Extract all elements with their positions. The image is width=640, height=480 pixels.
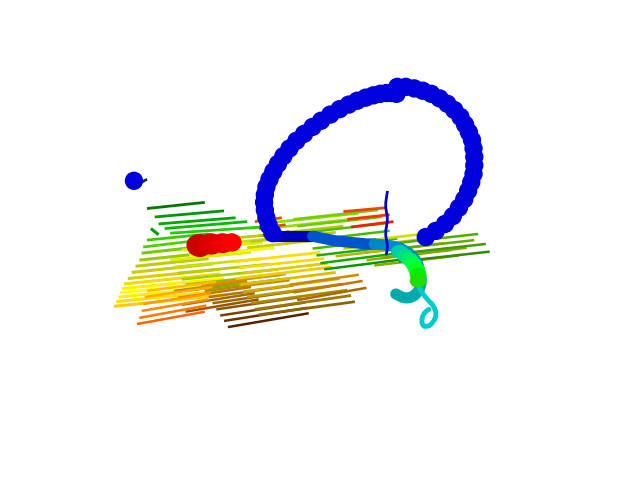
- Circle shape: [357, 89, 374, 106]
- Circle shape: [257, 186, 273, 203]
- Circle shape: [340, 96, 357, 113]
- Circle shape: [269, 156, 287, 172]
- Circle shape: [414, 82, 431, 99]
- Circle shape: [372, 85, 389, 102]
- Ellipse shape: [392, 245, 407, 258]
- Circle shape: [466, 157, 483, 174]
- Circle shape: [428, 222, 444, 240]
- Circle shape: [312, 112, 330, 129]
- Circle shape: [296, 125, 312, 142]
- Circle shape: [260, 217, 277, 234]
- Circle shape: [397, 78, 414, 96]
- Ellipse shape: [397, 249, 413, 262]
- Circle shape: [275, 148, 292, 165]
- Circle shape: [349, 92, 365, 109]
- Circle shape: [261, 171, 278, 188]
- Circle shape: [465, 166, 482, 182]
- Circle shape: [460, 182, 477, 199]
- Circle shape: [258, 209, 275, 226]
- Ellipse shape: [410, 269, 426, 281]
- Circle shape: [378, 84, 395, 101]
- Circle shape: [365, 87, 382, 104]
- Circle shape: [331, 101, 348, 118]
- Circle shape: [257, 202, 273, 218]
- Circle shape: [304, 119, 321, 135]
- Circle shape: [439, 96, 456, 112]
- Circle shape: [456, 116, 474, 133]
- Circle shape: [281, 140, 298, 157]
- Circle shape: [422, 85, 440, 102]
- Ellipse shape: [410, 275, 426, 287]
- Circle shape: [444, 208, 461, 225]
- Circle shape: [125, 172, 143, 189]
- Circle shape: [265, 163, 282, 180]
- Ellipse shape: [223, 234, 241, 251]
- Circle shape: [417, 228, 435, 245]
- Circle shape: [255, 194, 273, 211]
- Circle shape: [436, 216, 454, 232]
- Circle shape: [389, 78, 406, 96]
- Circle shape: [383, 84, 401, 101]
- Circle shape: [258, 179, 275, 195]
- Circle shape: [322, 106, 339, 123]
- Ellipse shape: [406, 258, 421, 270]
- Circle shape: [388, 85, 405, 102]
- Circle shape: [264, 225, 281, 241]
- Circle shape: [288, 132, 305, 149]
- Ellipse shape: [200, 234, 223, 254]
- Ellipse shape: [409, 263, 424, 276]
- Circle shape: [466, 148, 483, 166]
- Circle shape: [446, 101, 463, 119]
- Ellipse shape: [212, 234, 233, 252]
- Circle shape: [431, 90, 448, 107]
- Circle shape: [463, 174, 480, 191]
- Ellipse shape: [402, 253, 417, 265]
- Circle shape: [463, 132, 481, 148]
- Circle shape: [456, 191, 473, 208]
- Circle shape: [465, 140, 482, 157]
- Circle shape: [451, 199, 467, 216]
- Circle shape: [452, 108, 469, 125]
- Circle shape: [460, 124, 477, 141]
- Ellipse shape: [187, 235, 212, 256]
- Circle shape: [406, 80, 422, 97]
